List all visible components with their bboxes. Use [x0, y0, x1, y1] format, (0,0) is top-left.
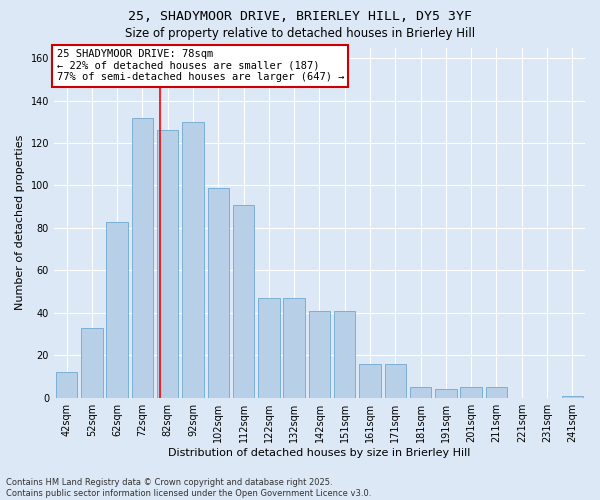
Bar: [106, 222, 128, 398]
Text: Size of property relative to detached houses in Brierley Hill: Size of property relative to detached ho…: [125, 28, 475, 40]
Bar: [460, 387, 482, 398]
Bar: [283, 298, 305, 398]
Text: 25, SHADYMOOR DRIVE, BRIERLEY HILL, DY5 3YF: 25, SHADYMOOR DRIVE, BRIERLEY HILL, DY5 …: [128, 10, 472, 23]
Bar: [359, 364, 381, 398]
Bar: [410, 387, 431, 398]
Bar: [309, 310, 330, 398]
Bar: [334, 310, 355, 398]
Bar: [233, 204, 254, 398]
Bar: [131, 118, 153, 398]
X-axis label: Distribution of detached houses by size in Brierley Hill: Distribution of detached houses by size …: [168, 448, 470, 458]
Bar: [435, 389, 457, 398]
Text: Contains HM Land Registry data © Crown copyright and database right 2025.
Contai: Contains HM Land Registry data © Crown c…: [6, 478, 371, 498]
Bar: [157, 130, 178, 398]
Text: 25 SHADYMOOR DRIVE: 78sqm
← 22% of detached houses are smaller (187)
77% of semi: 25 SHADYMOOR DRIVE: 78sqm ← 22% of detac…: [56, 50, 344, 82]
Bar: [562, 396, 583, 398]
Bar: [258, 298, 280, 398]
Bar: [182, 122, 204, 398]
Bar: [385, 364, 406, 398]
Bar: [56, 372, 77, 398]
Bar: [208, 188, 229, 398]
Bar: [81, 328, 103, 398]
Y-axis label: Number of detached properties: Number of detached properties: [15, 135, 25, 310]
Bar: [486, 387, 507, 398]
